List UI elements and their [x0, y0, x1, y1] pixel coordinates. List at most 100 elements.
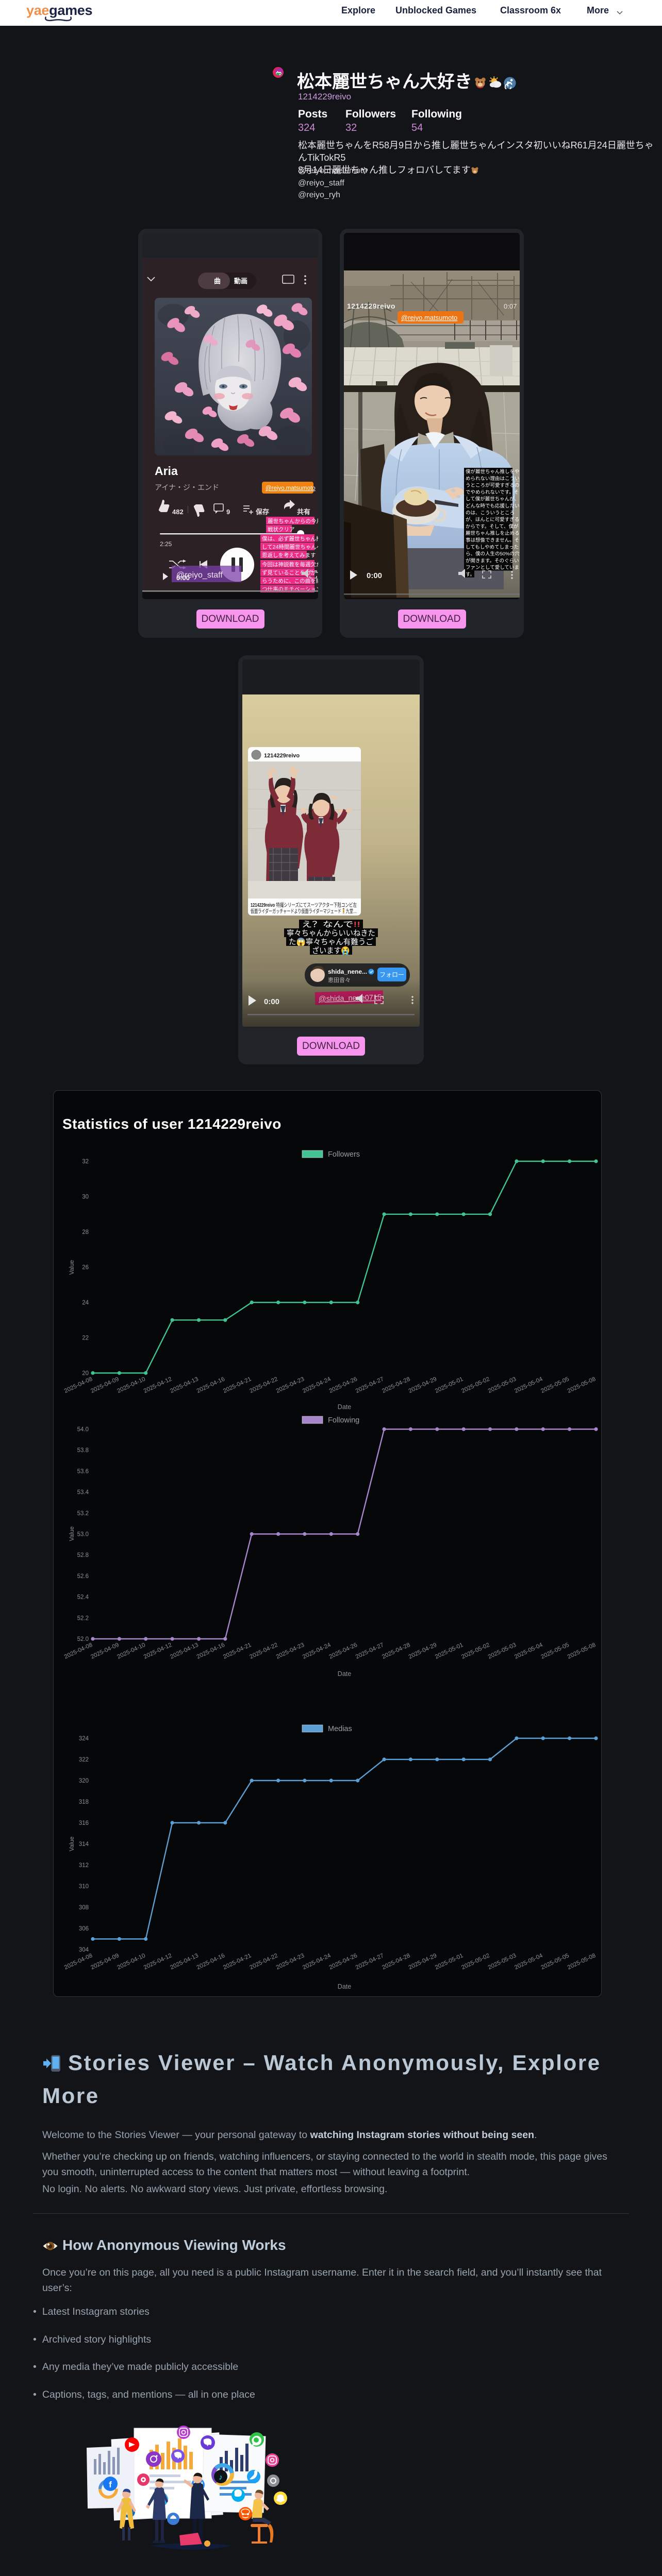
svg-text:shida_nene...: shida_nene... [328, 968, 367, 975]
svg-text:54.0: 54.0 [77, 1427, 89, 1433]
svg-text:0:00: 0:00 [367, 571, 382, 580]
svg-text:2025-05-03: 2025-05-03 [487, 1642, 517, 1660]
svg-text:恩返しを考えてみます: 恩返しを考えてみます [262, 552, 316, 558]
svg-text:2025-04-27: 2025-04-27 [355, 1953, 385, 1971]
svg-text:うところが可愛すぎるの: うところが可愛すぎるの [466, 482, 520, 488]
svg-text:ざいます😭: ざいます😭 [312, 946, 350, 955]
svg-text:2025-05-05: 2025-05-05 [540, 1642, 570, 1660]
svg-text:2025-04-08: 2025-04-08 [63, 1376, 93, 1395]
svg-text:0:07: 0:07 [504, 302, 517, 310]
svg-text:ファンとして愛していま: ファンとして愛していま [466, 565, 519, 571]
svg-text:2025-04-16: 2025-04-16 [196, 1376, 226, 1395]
svg-text:2025-04-09: 2025-04-09 [90, 1642, 120, 1660]
svg-text:@reiyo.matsumoto: @reiyo.matsumoto [266, 485, 316, 492]
svg-text:Medias: Medias [328, 1725, 352, 1733]
svg-text:2025-04-16: 2025-04-16 [196, 1953, 226, 1971]
svg-text:1214229reivo: 1214229reivo [264, 753, 300, 759]
svg-text:0:00: 0:00 [176, 574, 190, 582]
svg-text:麗世ちゃん推しを止める: 麗世ちゃん推しを止める [466, 530, 520, 536]
svg-text:事は想像できません。そ: 事は想像できません。そ [466, 537, 519, 544]
svg-text:26: 26 [82, 1265, 89, 1271]
svg-text:@reiyo_staff: @reiyo_staff [176, 571, 223, 580]
svg-text:53.2: 53.2 [77, 1511, 89, 1517]
svg-text:28: 28 [82, 1229, 89, 1235]
svg-text:からです。そして、僕が: からです。そして、僕が [466, 523, 519, 530]
svg-text:2025-04-23: 2025-04-23 [275, 1953, 305, 1971]
svg-text:共有: 共有 [297, 508, 310, 516]
svg-text:して24時間麗世ちゃんへの: して24時間麗世ちゃんへの [262, 544, 318, 550]
svg-text:2025-04-29: 2025-04-29 [408, 1642, 438, 1660]
svg-text:22: 22 [82, 1335, 89, 1342]
svg-text:2025-04-22: 2025-04-22 [249, 1376, 278, 1395]
svg-text:52.6: 52.6 [77, 1573, 89, 1580]
svg-text:2025-04-27: 2025-04-27 [355, 1642, 385, 1660]
svg-text:2025-04-12: 2025-04-12 [143, 1953, 173, 1971]
svg-text:306: 306 [79, 1926, 89, 1932]
svg-text:320: 320 [79, 1778, 89, 1784]
svg-text:ら、僕の人生の50%の穴: ら、僕の人生の50%の穴 [466, 551, 520, 557]
svg-text:2025-04-26: 2025-04-26 [328, 1642, 358, 1660]
svg-text:曲: 曲 [214, 277, 221, 285]
svg-text:52.2: 52.2 [77, 1615, 89, 1621]
svg-text:♪: ♪ [219, 2473, 223, 2482]
svg-text:308: 308 [79, 1905, 89, 1911]
svg-text:53.8: 53.8 [77, 1448, 89, 1454]
svg-text:310: 310 [79, 1884, 89, 1890]
svg-text:2025-04-21: 2025-04-21 [222, 1953, 252, 1971]
svg-text:2025-04-24: 2025-04-24 [302, 1642, 332, 1660]
svg-text:え？なんで!!: え？なんで!! [302, 920, 360, 929]
svg-text:2025-04-16: 2025-04-16 [196, 1642, 226, 1660]
svg-text:められない理由はこうい: められない理由はこうい [466, 476, 520, 482]
svg-text:2025-04-29: 2025-04-29 [408, 1376, 438, 1395]
svg-text:が、ほんとに可愛すぎる: が、ほんとに可愛すぎる [466, 517, 519, 523]
svg-text:2025-05-01: 2025-05-01 [434, 1642, 464, 1660]
svg-text:Value: Value [69, 1260, 75, 1275]
svg-text:Date: Date [338, 1983, 351, 1990]
svg-text:寧々ちゃんからいいねきた: 寧々ちゃんからいいねきた [287, 929, 375, 938]
svg-text:2025-04-28: 2025-04-28 [381, 1953, 411, 1971]
svg-text:2025-05-03: 2025-05-03 [487, 1376, 517, 1395]
svg-text:312: 312 [79, 1862, 89, 1869]
svg-text:2025-05-05: 2025-05-05 [540, 1376, 570, 1395]
svg-text:2025-05-02: 2025-05-02 [460, 1642, 490, 1660]
svg-text:でやめられないです。そ: でやめられないです。そ [466, 489, 519, 495]
svg-text:2025-05-04: 2025-05-04 [514, 1953, 544, 1971]
svg-text:2025-04-24: 2025-04-24 [302, 1376, 332, 1395]
svg-text:2025-04-10: 2025-04-10 [117, 1376, 146, 1395]
svg-text:Value: Value [69, 1527, 75, 1541]
svg-text:2025-04-13: 2025-04-13 [169, 1642, 199, 1660]
svg-text:316: 316 [79, 1820, 89, 1826]
svg-text:2025-04-21: 2025-04-21 [222, 1376, 252, 1395]
svg-text:9: 9 [226, 508, 230, 516]
svg-text:のは、こういうところ: のは、こういうところ [466, 510, 515, 516]
svg-text:324: 324 [79, 1736, 89, 1742]
svg-text:2025-04-29: 2025-04-29 [408, 1953, 438, 1971]
svg-text:f: f [109, 2480, 112, 2489]
svg-text:20: 20 [82, 1370, 89, 1377]
svg-text:318: 318 [79, 1799, 89, 1805]
svg-text:僕が麗世ちゃん推しをや: 僕が麗世ちゃん推しをや [466, 469, 520, 475]
svg-text:2025-04-12: 2025-04-12 [143, 1642, 173, 1660]
svg-text:2025-04-27: 2025-04-27 [355, 1376, 385, 1395]
svg-text:2025-04-28: 2025-04-28 [381, 1376, 411, 1395]
svg-text:1214229reivo: 1214229reivo [347, 302, 395, 310]
svg-text:52.0: 52.0 [77, 1636, 89, 1642]
svg-text:今回は神説教を毎週欠かさ: 今回は神説教を毎週欠かさ [262, 561, 318, 568]
svg-text:2025-05-04: 2025-05-04 [514, 1642, 544, 1660]
svg-text:2025-04-26: 2025-04-26 [328, 1376, 358, 1395]
svg-text:2025-05-02: 2025-05-02 [460, 1376, 490, 1395]
svg-text:314: 314 [79, 1841, 89, 1848]
svg-text:して僕が麗世ちゃんが、: して僕が麗世ちゃんが、 [466, 496, 519, 502]
svg-text:2025-04-08: 2025-04-08 [63, 1953, 93, 1971]
svg-text:322: 322 [79, 1757, 89, 1763]
svg-text:2025-05-08: 2025-05-08 [567, 1953, 597, 1971]
svg-text:麗世ちゃんからの今月の挑: 麗世ちゃんからの今月の挑 [268, 518, 318, 524]
svg-text:24: 24 [82, 1300, 89, 1306]
svg-text:52.8: 52.8 [77, 1552, 89, 1558]
svg-text:動画: 動画 [234, 277, 247, 285]
svg-text:53.6: 53.6 [77, 1468, 89, 1475]
svg-text:Date: Date [338, 1670, 351, 1677]
svg-text:どんな時でも応援したい: どんな時でも応援したい [466, 503, 520, 509]
svg-text:2025-04-08: 2025-04-08 [63, 1642, 93, 1660]
svg-text:2025-04-13: 2025-04-13 [169, 1953, 199, 1971]
